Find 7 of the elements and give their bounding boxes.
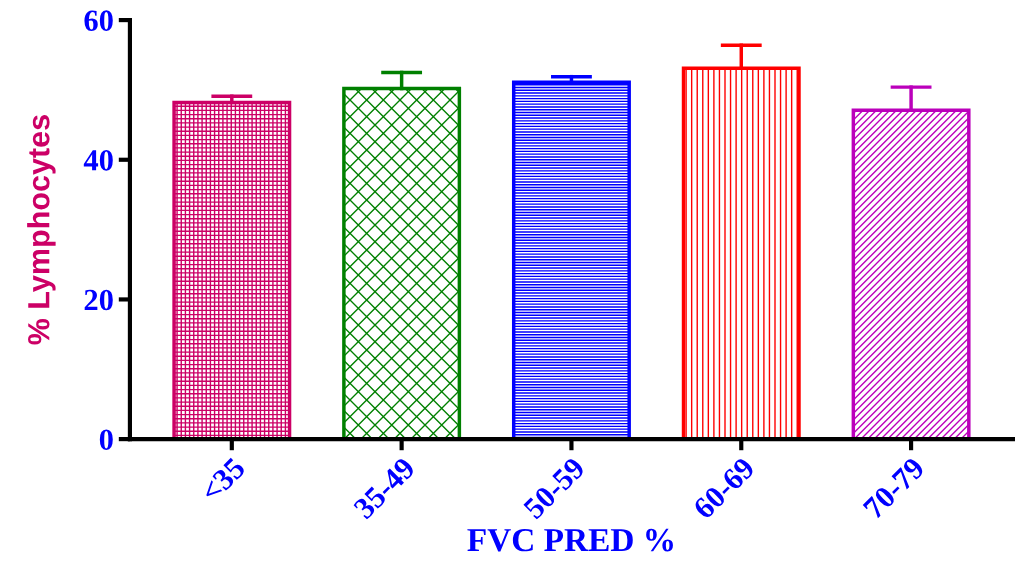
y-axis-title: % Lymphocytes <box>27 115 56 345</box>
y-tick-label: 20 <box>84 289 113 311</box>
x-axis-title: FVC PRED % <box>467 528 673 552</box>
y-tick-label: 0 <box>99 429 113 451</box>
x-tick-label: <35 <box>199 456 247 504</box>
y-tick-label: 60 <box>84 10 113 31</box>
y-tick-label: 40 <box>83 150 113 171</box>
